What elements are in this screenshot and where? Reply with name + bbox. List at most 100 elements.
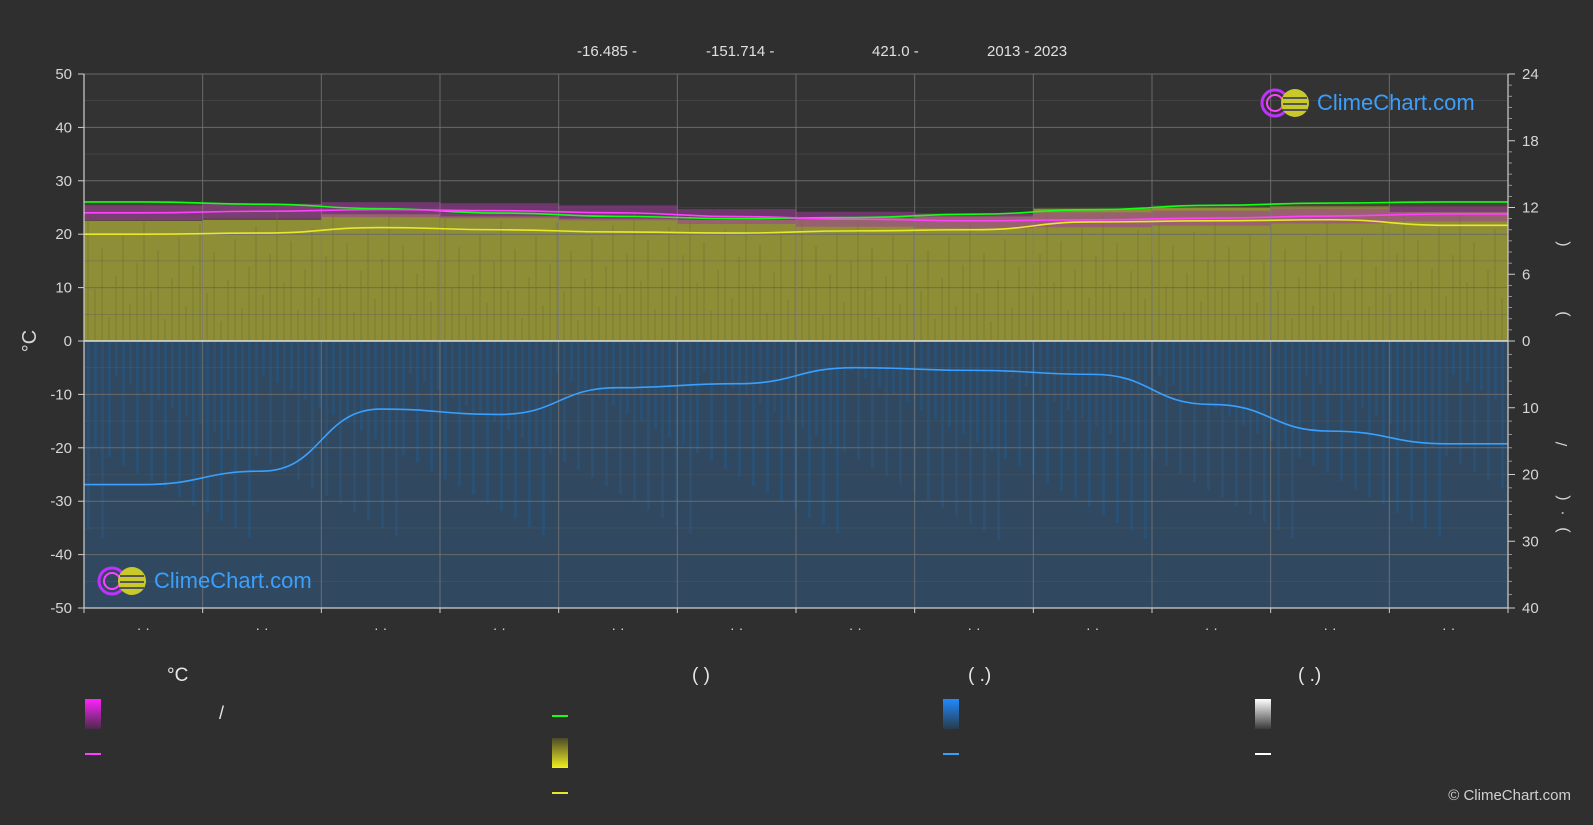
sunshine-streak <box>1102 215 1104 341</box>
sunshine-streak <box>619 294 621 341</box>
precip-streak <box>1312 341 1315 465</box>
precip-streak <box>864 341 867 379</box>
series-lines <box>84 201 1508 486</box>
sunshine-streak <box>1466 283 1468 341</box>
x-tick-label: · · <box>374 620 387 636</box>
sunshine-streak <box>1207 260 1209 341</box>
x-tick-label: · · <box>611 620 624 636</box>
sunshine-streak <box>745 216 747 341</box>
sunshine-streak <box>1340 251 1342 341</box>
precip-streak <box>1417 341 1420 440</box>
precip-streak <box>717 341 720 380</box>
sunshine-streak <box>696 283 698 341</box>
sunshine-bar <box>1270 206 1390 341</box>
precip-streak <box>325 341 328 496</box>
sunshine-streak <box>87 220 89 341</box>
precip-streak <box>1095 341 1098 426</box>
precip-streak <box>451 341 454 398</box>
sunshine-streak <box>1235 316 1237 341</box>
x-tick-label: · · <box>849 620 862 636</box>
precip-streak <box>591 341 594 478</box>
sunshine-streak <box>738 257 740 341</box>
precip-streak <box>1319 341 1322 384</box>
sunshine-streak <box>836 233 838 341</box>
precip-streak <box>1074 341 1077 499</box>
sunshine-streak <box>542 305 544 341</box>
precip-streak <box>920 341 923 411</box>
precip-streak <box>843 341 846 452</box>
precip-streak <box>1354 341 1357 489</box>
precip-streak <box>563 341 566 462</box>
sunshine-streak <box>906 263 908 341</box>
sunshine-streak <box>1375 266 1377 341</box>
precip-streak <box>619 341 622 494</box>
precip-streak <box>521 341 524 438</box>
sunshine-streak <box>164 319 166 341</box>
sunshine-streak <box>1354 279 1356 341</box>
sunshine-streak <box>787 300 789 341</box>
x-tick-label: · · <box>1442 620 1455 636</box>
precip-streak <box>262 341 265 375</box>
precip-streak <box>290 341 293 391</box>
precip-streak <box>829 341 832 444</box>
sunshine-streak <box>1116 243 1118 341</box>
precip-streak <box>1326 341 1329 473</box>
sunshine-streak <box>1326 223 1328 341</box>
precip-streak <box>1277 341 1280 530</box>
sunshine-streak <box>920 291 922 341</box>
precip-streak <box>1144 341 1147 539</box>
precip-streak <box>1396 341 1399 513</box>
precip-streak <box>234 341 237 529</box>
legend-precip-heading: ( .) <box>968 665 992 686</box>
precip-streak <box>1291 341 1294 538</box>
precip-streak <box>136 341 139 473</box>
precip-streak <box>836 341 839 533</box>
sunshine-bar <box>202 219 322 341</box>
precip-streak <box>1452 341 1455 375</box>
x-tick-label: · · <box>137 620 150 636</box>
y-tick-label: -40 <box>50 547 72 564</box>
x-tick-label: · · <box>255 620 268 636</box>
sunshine-streak <box>780 231 782 341</box>
sunshine-streak <box>430 301 432 341</box>
logo-bottom-left[interactable]: ClimeChart.com <box>96 565 312 597</box>
precip-streak <box>703 341 706 372</box>
precip-streak <box>360 341 363 431</box>
sunshine-bar <box>677 219 797 341</box>
right-axis-label-glyph: ( <box>1554 241 1571 247</box>
sunshine-streak <box>339 284 341 341</box>
sunshine-streak <box>1081 228 1083 341</box>
sunshine-streak <box>822 315 824 341</box>
precip-streak <box>682 341 685 445</box>
sunshine-streak <box>850 261 852 341</box>
precip-streak <box>1060 341 1063 491</box>
precip-streak <box>1207 341 1210 490</box>
precip-streak <box>318 341 321 407</box>
sunshine-streak <box>710 311 712 341</box>
precip-streak <box>1179 341 1182 474</box>
sunshine-streak <box>1459 214 1461 341</box>
sunshine-streak <box>1193 232 1195 341</box>
right-axis-label-glyph: ) <box>1554 311 1571 316</box>
precip-streak <box>1263 341 1266 522</box>
sunshine-streak <box>388 217 390 341</box>
sunshine-streak <box>990 321 992 341</box>
precip-streak <box>1235 341 1238 506</box>
copyright[interactable]: © ClimeChart.com <box>1448 787 1571 804</box>
precip-streak <box>689 341 692 534</box>
precip-streak <box>1347 341 1350 400</box>
precip-streak <box>192 341 195 505</box>
right-axis-label-glyph: · <box>1554 510 1571 515</box>
logo-top-right[interactable]: ClimeChart.com <box>1259 87 1475 119</box>
right-hours-tick-label: 18 <box>1522 133 1539 150</box>
right-hours-tick-label: 0 <box>1522 333 1530 350</box>
sunshine-streak <box>570 251 572 341</box>
sunshine-streak <box>115 276 117 341</box>
precip-streak <box>927 341 930 500</box>
right-axis-label-glyph: ( <box>1554 495 1571 501</box>
sunshine-streak <box>766 313 768 341</box>
sunshine-streak <box>878 317 880 341</box>
precip-streak <box>654 341 657 429</box>
x-tick-label: · · <box>730 620 743 636</box>
sunshine-streak <box>402 245 404 341</box>
